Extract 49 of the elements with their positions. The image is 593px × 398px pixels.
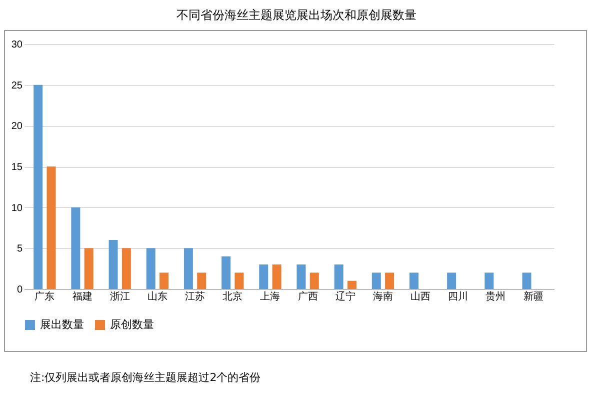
y-tick-label: 25 [11,80,23,92]
chart-title: 不同省份海丝主题展览展出场次和原创展数量 [176,7,418,24]
x-tick-label: 上海 [260,290,280,302]
bar [334,264,344,289]
bar [347,280,356,289]
y-tick-label: 5 [16,244,23,255]
bar [184,248,193,289]
bar [197,272,206,289]
bar [310,272,319,289]
x-tick-label: 四川 [448,290,468,302]
bar [160,272,169,289]
bar [71,207,80,289]
bar [522,272,532,289]
x-tick-label: 山西 [410,290,431,302]
y-tick-label: 10 [11,202,23,214]
y-tick-label: 0 [16,284,23,296]
y-tick-label: 15 [11,162,23,173]
x-tick-label: 福建 [72,290,92,302]
x-tick-label: 辽宁 [335,290,356,302]
x-tick-label: 海南 [372,290,393,302]
x-tick-label: 江苏 [185,290,206,302]
x-tick-label: 新疆 [523,290,544,302]
bar [84,248,94,289]
x-tick-label: 浙江 [110,290,130,302]
bar [259,264,268,289]
bar [108,240,118,289]
bar [296,264,306,289]
bar [122,248,131,289]
x-tick-label: 北京 [222,290,243,302]
bar [234,272,244,289]
bar [385,272,394,289]
bar [272,264,282,289]
x-tick-label: 贵州 [486,290,506,302]
text: 注:仅列展出或者原创海丝主题展超过2个的省份 [30,370,262,385]
bar [34,84,43,289]
x-tick-label: 山东 [147,290,168,302]
bar [409,272,418,289]
y-tick-label: 30 [11,40,23,50]
bar [447,272,456,289]
legend-label: 原创数量 [110,318,154,331]
bar [372,272,381,289]
x-tick-label: 广东 [34,290,55,302]
bar [146,248,156,289]
bar [46,166,56,289]
bar [484,272,494,289]
bar [222,256,231,289]
x-tick-label: 广西 [298,290,318,302]
legend-label: 展出数量 [40,318,84,331]
y-tick-label: 20 [11,121,23,132]
